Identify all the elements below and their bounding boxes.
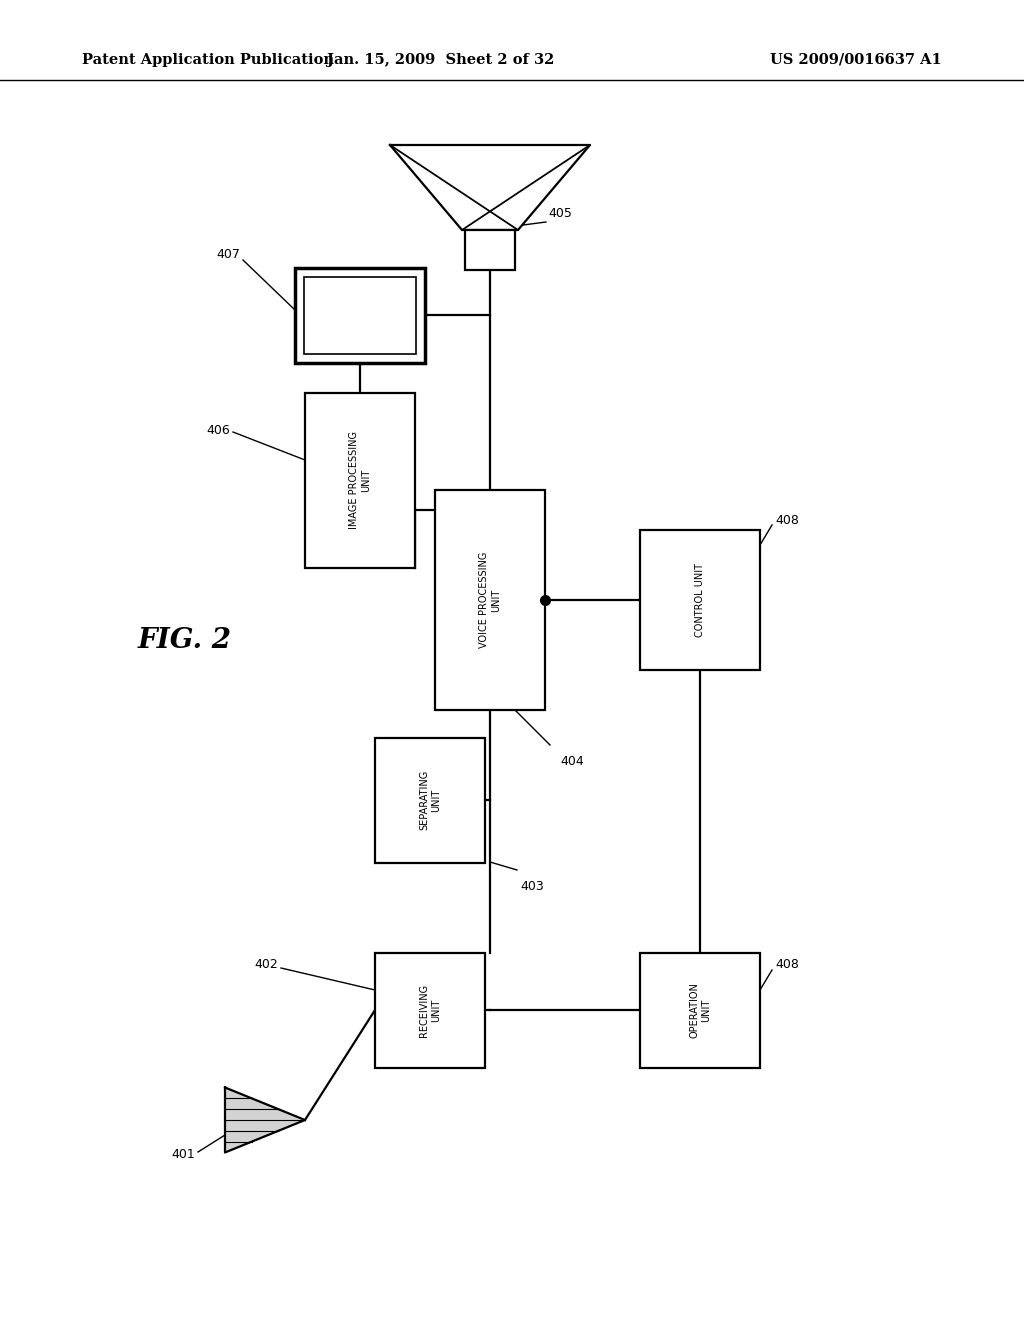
Polygon shape [390,145,590,230]
Text: IMAGE PROCESSING
UNIT: IMAGE PROCESSING UNIT [349,432,371,529]
Bar [375,953,485,1068]
Text: VOICE PROCESSING
UNIT: VOICE PROCESSING UNIT [479,552,501,648]
Text: OPERATION
UNIT: OPERATION UNIT [689,982,711,1038]
Text: 407: 407 [216,248,240,261]
Text: 402: 402 [254,958,278,972]
Text: 404: 404 [560,755,584,768]
Text: 408: 408 [775,958,799,972]
Bar [295,268,425,363]
Polygon shape [225,1088,305,1152]
Bar [305,392,415,568]
Text: 401: 401 [171,1148,195,1162]
Bar [435,490,545,710]
Text: 406: 406 [206,424,230,437]
Bar [465,230,515,271]
Text: CONTROL UNIT: CONTROL UNIT [695,564,705,638]
Bar [640,953,760,1068]
Text: RECEIVING
UNIT: RECEIVING UNIT [419,983,440,1036]
Text: 408: 408 [775,513,799,527]
Text: 405: 405 [548,207,571,220]
Bar [640,531,760,671]
Text: 403: 403 [520,880,544,894]
Text: SEPARATING
UNIT: SEPARATING UNIT [419,770,440,830]
Bar [304,276,416,354]
Bar [375,738,485,862]
Text: US 2009/0016637 A1: US 2009/0016637 A1 [770,53,942,67]
Text: FIG. 2: FIG. 2 [138,627,232,653]
Text: Patent Application Publication: Patent Application Publication [82,53,334,67]
Text: Jan. 15, 2009  Sheet 2 of 32: Jan. 15, 2009 Sheet 2 of 32 [327,53,554,67]
